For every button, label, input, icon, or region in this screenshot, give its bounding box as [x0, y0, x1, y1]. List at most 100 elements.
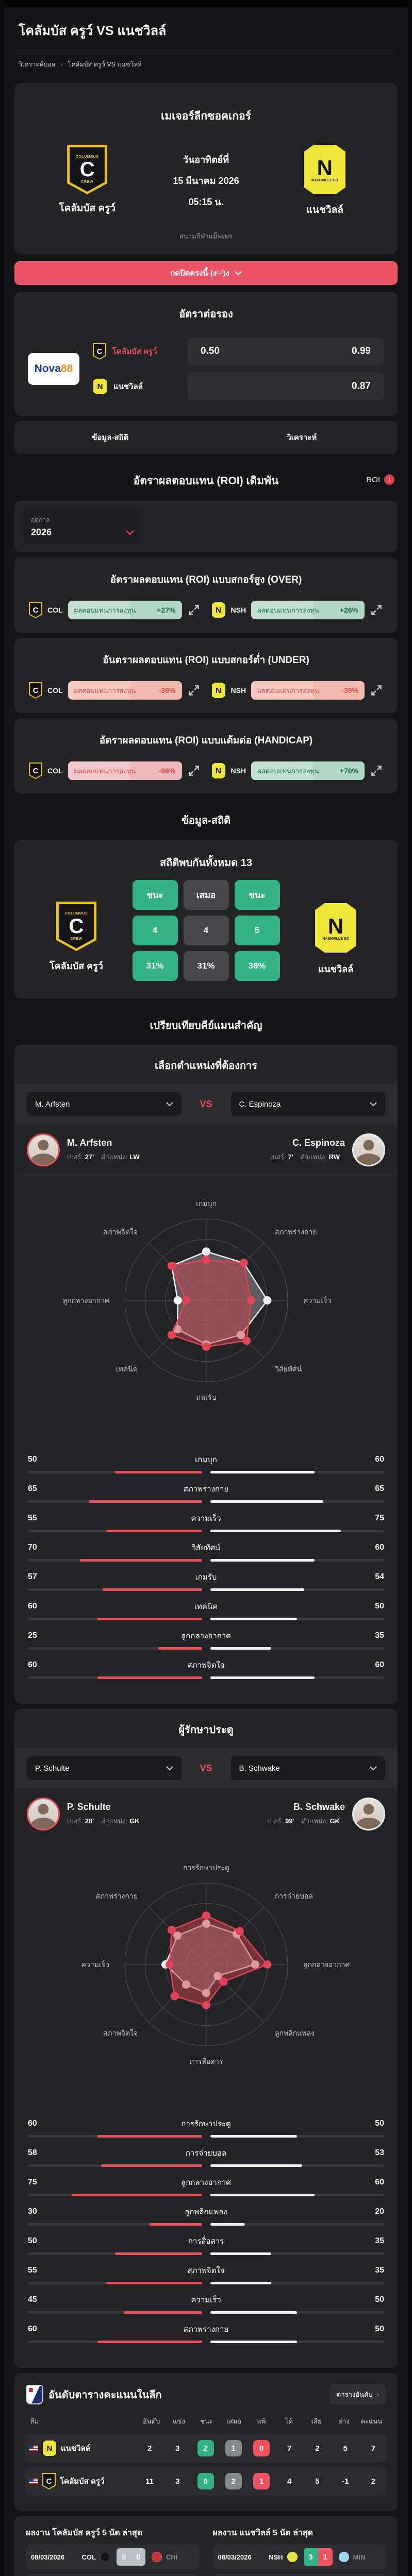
chevron-down-icon — [126, 530, 134, 535]
h2h-cell: 31% — [132, 951, 178, 981]
stadium-name: สนามกีฬาแม็พเฟร — [179, 232, 233, 240]
roi-under-away-bar: ผลตอบแทนการลงทุน -39% — [251, 681, 365, 700]
nashville-icon: N — [211, 602, 226, 618]
h2h-cell: ชนะ — [132, 880, 178, 910]
player-avatar — [27, 1798, 60, 1831]
h2h-cell: เสมอ — [183, 880, 229, 910]
goalkeeper-card: ผู้รักษาประตู P. Schulte VS B. Schwake P… — [14, 1709, 398, 2368]
away-player-select[interactable]: C. Espinoza — [230, 1092, 385, 1116]
stat-bar-row: 60 การรักษาประตู 50 — [28, 2117, 384, 2138]
svg-text:สภาพร่างกาย: สภาพร่างกาย — [95, 1892, 138, 1900]
result-box: 2 — [225, 2473, 242, 2489]
svg-text:ความเร็ว: ความเร็ว — [303, 1296, 331, 1304]
usa-flag-icon — [29, 2478, 38, 2484]
svg-text:ลูกกลางอากาศ: ลูกกลางอากาศ — [62, 1296, 109, 1305]
result-box: 0 — [253, 2440, 270, 2456]
columbus-crew-icon: C — [29, 762, 42, 779]
player-avatar — [27, 1133, 60, 1166]
roi-under-card: อันตราผลตอบแทน (ROI) แบบสกอร์ต่ำ (UNDER)… — [14, 638, 398, 713]
chevron-down-icon — [370, 1766, 377, 1770]
chevron-down-icon — [166, 1766, 173, 1770]
top-bar — [4, 0, 408, 7]
tab-stats[interactable]: ข้อมูล-สถิติ — [92, 433, 129, 442]
away-price: 0.87 — [352, 381, 371, 392]
close-banner-button[interactable]: กดปิดตรงนี้ (ง'-')ง — [14, 261, 398, 285]
away-gk-select[interactable]: B. Schwake — [230, 1756, 385, 1780]
season-select[interactable]: ฤดูกาล 2026 — [23, 509, 142, 544]
breadcrumb-current: โคลัมบัส ครูว์ VS แนชวิลล์ — [68, 61, 142, 68]
away-odds-team: แนชวิลล์ — [113, 382, 143, 391]
result-box: 0 — [197, 2473, 214, 2489]
chevron-down-icon — [166, 1101, 173, 1106]
gk-title: ผู้รักษาประตู — [178, 1724, 234, 1736]
svg-text:ลูกพลิกแพลง: ลูกพลิกแพลง — [274, 2029, 314, 2038]
expand-icon[interactable] — [370, 684, 383, 697]
stat-bar-row: 50 เกมบุก 60 — [28, 1453, 384, 1473]
stat-bar-row: 60 สภาพร่างกาย 50 — [28, 2323, 384, 2343]
match-date: วันอาทิตย์ที่ 15 มีนาคม 2026 05:15 น. — [173, 154, 239, 207]
league-name: เมเจอร์ลีกซอคเกอร์ — [161, 110, 251, 122]
svg-text:สภาพจิตใจ: สภาพจิตใจ — [103, 2029, 137, 2037]
result-box: 1 — [225, 2440, 242, 2456]
expand-icon[interactable] — [370, 603, 383, 617]
league-table-button[interactable]: ตารางอันดับ › — [329, 2384, 386, 2404]
chevron-down-icon — [234, 270, 242, 275]
stat-bar-row: 60 เทคนิค 50 — [28, 1600, 384, 1620]
vs-label: VS — [200, 1098, 212, 1109]
home-player-info: M. Arfsten เบอร์: 27' ตำแหน่ง: LW — [27, 1133, 145, 1166]
svg-text:การจ่ายบอล: การจ่ายบอล — [274, 1892, 312, 1900]
expand-icon[interactable] — [187, 764, 201, 777]
nashville-icon: N — [42, 2440, 57, 2456]
home-odds-values[interactable]: 0.50 0.99 — [187, 337, 384, 365]
roi-handicap-card: อัตราผลตอบแทน (ROI) แบบแต้มต่อ (HANDICAP… — [14, 718, 398, 793]
match-result-row[interactable]: 01/03/2026 SKC 22 COL — [26, 2574, 200, 2576]
svg-text:ลูกกลางอากาศ: ลูกกลางอากาศ — [303, 1960, 350, 1969]
svg-text:การรักษาประตู: การรักษาประตู — [183, 1863, 229, 1872]
expand-icon[interactable] — [187, 603, 201, 617]
h2h-title: สถิติพบกันทั้งหมด 13 — [159, 857, 253, 869]
tab-analysis[interactable]: วิเคราะห์ — [287, 433, 317, 442]
match-result-row[interactable]: 01/03/2026 DAL 00 NSH — [212, 2574, 386, 2576]
nashville-logo: N NASHVILLE SC — [314, 902, 358, 954]
nova88-logo: Nova 88 — [28, 353, 79, 385]
home-gk-select[interactable]: P. Schulte — [27, 1756, 182, 1780]
home-price: 0.99 — [352, 346, 371, 357]
expand-icon[interactable] — [187, 684, 201, 697]
team-mini-logo — [338, 2552, 349, 2562]
expand-icon[interactable] — [370, 764, 383, 777]
stat-bar-row: 57 เกมรับ 54 — [28, 1571, 384, 1591]
away-odds-values[interactable]: 0.87 — [187, 372, 384, 400]
breadcrumb-separator: › — [60, 61, 63, 68]
vs-label: VS — [200, 1762, 212, 1773]
usa-flag-icon — [29, 2445, 38, 2451]
result-box: 2 — [197, 2440, 214, 2456]
roi-over-card: อัตราผลตอบแทน (ROI) แบบสกอร์สูง (OVER) C… — [14, 557, 398, 633]
svg-text:เทคนิค: เทคนิค — [116, 1365, 137, 1373]
result-box: 1 — [253, 2473, 270, 2489]
player-avatar — [352, 1133, 385, 1166]
page-title: โคลัมบัส ครูว์ VS แนชวิลล์ — [19, 24, 167, 38]
breadcrumb-root[interactable]: วิเคราะห์บอล — [19, 61, 56, 68]
nashville-icon: N — [93, 378, 107, 395]
columbus-crew-icon: C — [29, 682, 42, 699]
home-player-select[interactable]: M. Arfsten — [27, 1092, 182, 1116]
columbus-crew-icon: C — [29, 602, 42, 618]
stat-bar-row: 30 ลูกพลิกแพลง 20 — [28, 2206, 384, 2226]
home-team-block: COLUMBUS C CREW โคลัมบัส ครูว์ — [28, 145, 146, 216]
h2h-cell: ชนะ — [234, 880, 280, 910]
info-icon[interactable]: i — [384, 474, 394, 485]
svg-text:สภาพจิตใจ: สภาพจิตใจ — [103, 1228, 137, 1236]
home-form-title: ผลงาน โคลัมบัส ครูว์ 5 นัด ล่าสุด — [26, 2529, 143, 2537]
h2h-home-side: COLUMBUS C CREW โคลัมบัส ครูว์ — [30, 902, 123, 973]
odds-title: อัตราต่อรอง — [179, 309, 233, 320]
svg-text:การสื่อสาร: การสื่อสาร — [189, 2057, 223, 2065]
svg-text:สภาพร่างกาย: สภาพร่างกาย — [274, 1228, 317, 1236]
stat-bar-row: 58 การจ่ายบอล 53 — [28, 2147, 384, 2167]
team-mini-logo — [287, 2552, 298, 2562]
svg-text:ความเร็ว: ความเร็ว — [81, 1960, 109, 1969]
stat-bar-row: 55 ความเร็ว 75 — [28, 1512, 384, 1532]
